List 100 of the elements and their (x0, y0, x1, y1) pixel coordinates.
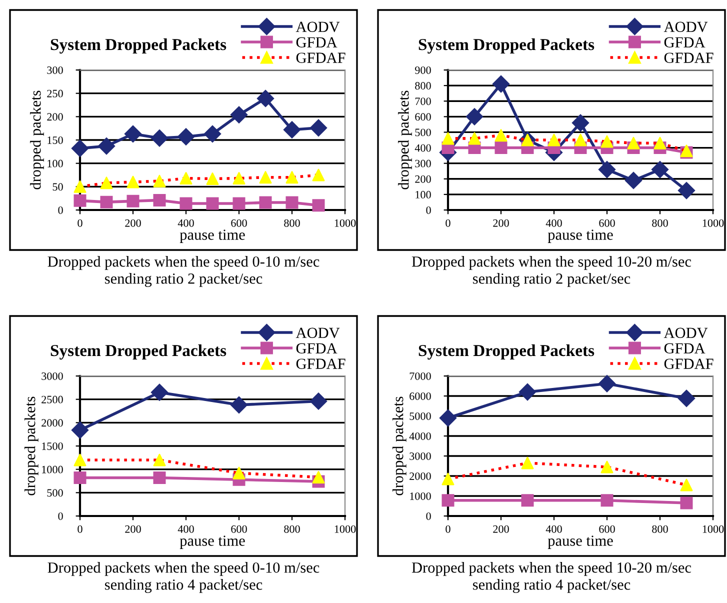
point (286, 171, 298, 184)
x-tick-label: 200 (493, 525, 509, 533)
point (678, 182, 696, 200)
y-tick-label: 6000 (410, 392, 431, 400)
y-tick-label: 0 (426, 206, 431, 214)
y-tick-label: 600 (415, 113, 431, 121)
y-tick-label: 7000 (410, 372, 431, 380)
y-tick-label: 700 (415, 98, 431, 106)
point (232, 466, 246, 480)
text: Dropped packets when the speed 10-20 m/sec sending ratio 2 packet/sec (412, 256, 692, 287)
point (310, 119, 328, 136)
point (442, 472, 454, 486)
point (518, 383, 536, 401)
y-tick-label: 900 (415, 66, 431, 74)
point (651, 161, 669, 178)
y-tick-label: 800 (415, 82, 431, 90)
point (654, 136, 666, 150)
chart-title: System Dropped Packets (50, 38, 226, 54)
point (230, 396, 248, 414)
point (153, 194, 166, 206)
point (494, 142, 508, 154)
point (521, 494, 534, 507)
point (600, 135, 614, 148)
point (624, 172, 642, 189)
point (180, 197, 192, 210)
point (74, 471, 86, 484)
point (71, 422, 89, 439)
x-tick-label: 0 (446, 219, 450, 227)
y-tick-label: 4000 (409, 432, 431, 440)
x-tick-label: 1000 (334, 525, 356, 533)
legend-label: GFDA (296, 343, 338, 354)
x-axis-title: pause time (180, 230, 245, 243)
point (312, 168, 325, 182)
point (230, 106, 248, 124)
point (468, 132, 481, 145)
point (259, 171, 272, 184)
point (232, 197, 246, 210)
text: Dropped packets when the speed 0-10 m/sec sending ratio 4 packet/sec (48, 562, 320, 593)
point (126, 194, 140, 208)
point (100, 176, 113, 190)
point (494, 129, 508, 142)
legend-label: GFDAF (664, 52, 714, 63)
y-tick-label: 150 (48, 136, 63, 144)
point (312, 199, 325, 212)
point (466, 108, 484, 126)
y-tick-label: 500 (47, 489, 63, 497)
point (153, 174, 166, 188)
point (548, 134, 560, 146)
legend-label: GFDA (664, 37, 706, 48)
point (126, 176, 140, 188)
x-tick-label: 0 (78, 219, 82, 227)
point (442, 132, 454, 145)
point (310, 392, 328, 410)
point (598, 161, 616, 178)
y-tick-label: 0 (58, 206, 63, 214)
x-tick-label: 400 (546, 219, 562, 227)
point (600, 460, 614, 474)
y-tick-label: 5000 (410, 412, 431, 420)
x-tick-label: 200 (493, 219, 509, 227)
x-tick-label: 600 (599, 219, 615, 227)
text: Dropped packets when the speed 0-10 m/sec sending ratio 2 packet/sec (48, 256, 320, 287)
y-axis-title: dropped packets (30, 90, 44, 190)
point (177, 128, 195, 146)
x-tick-label: 600 (599, 525, 615, 533)
point (150, 130, 168, 147)
legend-label: AODV (296, 22, 340, 32)
point (100, 196, 113, 208)
point (256, 90, 274, 108)
y-axis-title: dropped packets (24, 396, 38, 496)
y-tick-label: 300 (415, 160, 431, 168)
point (206, 172, 219, 185)
legend-label: GFDAF (296, 52, 346, 63)
y-tick-label: 1000 (410, 492, 431, 500)
x-tick-label: 200 (125, 219, 141, 227)
point (206, 197, 219, 210)
point (150, 384, 168, 401)
x-tick-label: 800 (284, 525, 300, 533)
point (572, 114, 590, 132)
y-tick-label: 0 (58, 512, 63, 520)
x-tick-label: 400 (178, 219, 194, 227)
point (598, 375, 616, 392)
x-tick-label: 200 (125, 525, 141, 533)
x-axis-title: pause time (548, 536, 613, 549)
y-tick-label: 2500 (42, 396, 63, 404)
point (678, 390, 696, 407)
point (600, 494, 614, 507)
y-tick-label: 200 (47, 113, 63, 121)
y-tick-label: 400 (414, 144, 431, 152)
point (153, 471, 166, 484)
point (492, 75, 510, 93)
y-axis-title: dropped packets (398, 90, 412, 190)
chart-title: System Dropped Packets (50, 344, 226, 360)
x-tick-label: 400 (546, 525, 562, 533)
legend-label: GFDAF (296, 358, 346, 369)
y-tick-label: 50 (52, 183, 63, 191)
point (574, 134, 587, 146)
point (521, 456, 534, 470)
y-tick-label: 2000 (42, 419, 63, 427)
chart-title: System Dropped Packets (418, 38, 594, 54)
point (312, 471, 325, 484)
